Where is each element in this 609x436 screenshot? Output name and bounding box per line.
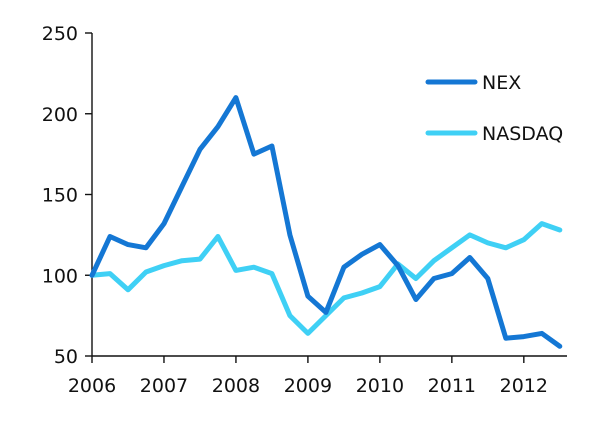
- axes: 50 100 150 200 250 2006 2007 2008 2009 2010 2011 20…: [42, 23, 567, 397]
- y-tick-label: 50: [54, 346, 78, 368]
- legend: NEX NASDAQ: [425, 72, 563, 145]
- x-tick-label: 2011: [428, 375, 476, 397]
- x-tick-label: 2012: [500, 375, 548, 397]
- y-tick-label: 250: [42, 23, 78, 45]
- series-lines: [89, 95, 563, 349]
- y-tick-label: 200: [42, 104, 78, 126]
- series-line-nex: [89, 95, 563, 349]
- x-tick-label: 2006: [68, 375, 116, 397]
- x-tick-label: 2007: [140, 375, 188, 397]
- x-tick-label: 2010: [356, 375, 404, 397]
- legend-label-nex: NEX: [482, 72, 521, 94]
- legend-label-nasdaq: NASDAQ: [482, 123, 563, 145]
- x-tick-label: 2009: [284, 375, 332, 397]
- x-tick-label: 2008: [212, 375, 260, 397]
- y-tick-label: 100: [42, 265, 78, 287]
- series-line-nasdaq: [89, 221, 563, 336]
- y-tick-label: 150: [42, 185, 78, 207]
